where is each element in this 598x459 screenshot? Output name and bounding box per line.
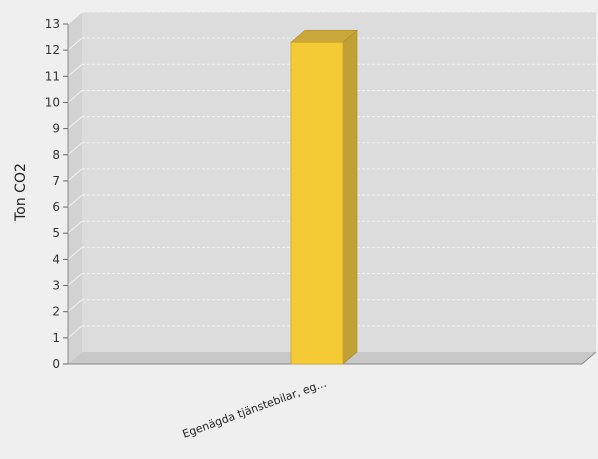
gridline-wall	[67, 273, 83, 286]
y-axis-title: Ton CO2	[13, 163, 29, 222]
y-tick-label: 8	[52, 148, 60, 162]
gridline-wall	[67, 299, 83, 313]
gridline-wall	[67, 11, 83, 25]
y-tick-label: 4	[52, 252, 60, 266]
gridline-wall	[67, 63, 83, 77]
bar-front	[290, 41, 344, 365]
gridline-wall	[67, 247, 83, 260]
gridline-wall	[67, 142, 83, 156]
gridline-wall	[67, 116, 83, 129]
y-tick-label: 0	[52, 357, 60, 371]
y-tick-label: 3	[52, 279, 60, 293]
y-tick-label: 5	[52, 226, 60, 240]
bars	[290, 29, 358, 365]
y-tick-label: 11	[45, 69, 60, 83]
y-tick-label: 1	[52, 331, 60, 345]
bar	[290, 29, 358, 365]
gridline-wall	[67, 220, 83, 234]
y-tick-label: 6	[52, 200, 60, 214]
x-category-label: Egenägda tjänstebilar, eg...	[181, 377, 328, 441]
gridline-wall	[67, 90, 83, 103]
y-tick-label: 7	[52, 174, 60, 188]
y-tick-label: 12	[45, 43, 60, 57]
bar-side	[342, 29, 358, 365]
gridline-wall	[67, 37, 83, 51]
y-tick-label: 2	[52, 305, 60, 319]
x-axis-depth-line	[581, 351, 597, 365]
gridline-wall	[67, 168, 83, 182]
y-tick-label: 13	[45, 17, 60, 31]
gridline-wall	[67, 194, 83, 208]
y-tick-label: 9	[52, 122, 60, 136]
plot-left-wall	[68, 12, 82, 364]
gridline-wall	[67, 325, 83, 339]
category-labels: Egenägda tjänstebilar, eg...	[181, 377, 328, 441]
y-tick-label: 10	[45, 95, 60, 109]
